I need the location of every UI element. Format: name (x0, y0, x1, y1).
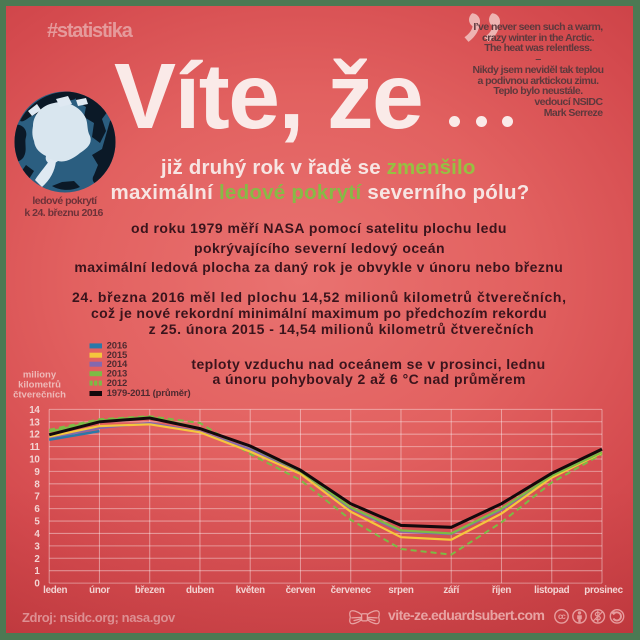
svg-text:3: 3 (34, 541, 40, 552)
svg-text:0: 0 (34, 579, 40, 590)
svg-text:prosinec: prosinec (584, 585, 623, 596)
svg-text:květen: květen (236, 585, 266, 596)
svg-text:únor: únor (89, 585, 110, 596)
svg-text:7: 7 (34, 492, 40, 503)
svg-text:2: 2 (34, 554, 40, 565)
svg-text:2013: 2013 (107, 368, 128, 379)
svg-text:6: 6 (34, 504, 40, 515)
svg-text:srpen: srpen (388, 585, 413, 596)
svg-text:čtverečních: čtverečních (13, 390, 66, 401)
svg-text:5: 5 (34, 517, 40, 528)
svg-text:9: 9 (34, 467, 40, 478)
svg-text:4: 4 (34, 529, 40, 540)
svg-text:leden: leden (43, 585, 67, 596)
svg-text:12: 12 (29, 430, 40, 441)
svg-text:1979-2011 (průměr): 1979-2011 (průměr) (107, 388, 191, 399)
svg-text:září: září (443, 585, 459, 596)
svg-text:říjen: říjen (492, 585, 512, 596)
svg-text:březen: březen (135, 585, 165, 596)
svg-text:11: 11 (30, 442, 41, 453)
svg-text:miliony: miliony (23, 370, 57, 381)
svg-text:duben: duben (186, 585, 214, 596)
svg-text:cc: cc (558, 612, 566, 621)
svg-text:8: 8 (34, 479, 40, 490)
svg-text:14: 14 (29, 405, 40, 416)
svg-text:2016: 2016 (107, 341, 128, 352)
svg-text:červen: červen (286, 585, 316, 596)
svg-text:10: 10 (29, 455, 40, 466)
svg-text:červenec: červenec (331, 585, 372, 596)
svg-text:2012: 2012 (107, 378, 128, 389)
svg-text:13: 13 (29, 417, 40, 428)
svg-text:1: 1 (34, 566, 40, 577)
svg-text:2014: 2014 (107, 359, 128, 370)
svg-text:kilometrů: kilometrů (18, 380, 61, 391)
svg-text:listopad: listopad (534, 585, 569, 596)
svg-text:2015: 2015 (107, 350, 128, 361)
